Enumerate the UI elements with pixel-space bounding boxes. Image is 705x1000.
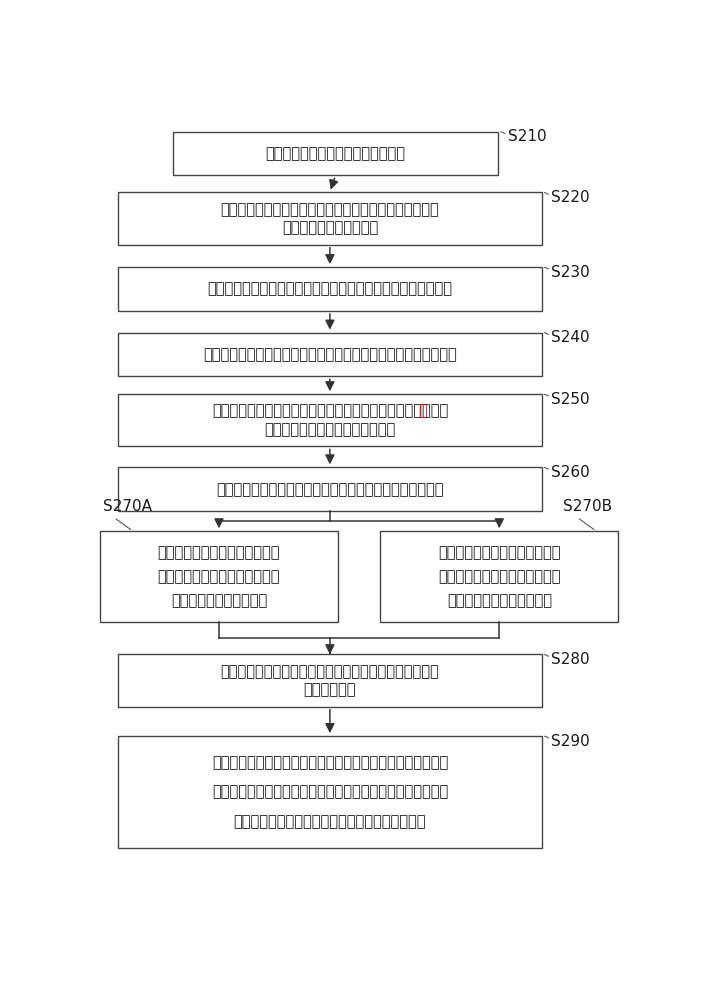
Text: 通过一触控屏幕于所述数字验证界面取得一取得一解锁按压讯号: 通过一触控屏幕于所述数字验证界面取得一取得一解锁按压讯号 — [207, 282, 453, 297]
Text: 于: 于 — [418, 403, 427, 418]
Text: 通过所述触控屏幕于所述数字验证界面取得一验证按压讯号: 通过所述触控屏幕于所述数字验证界面取得一验证按压讯号 — [216, 482, 443, 497]
Bar — [118, 394, 541, 446]
Bar — [100, 531, 338, 622]
Text: S240: S240 — [551, 330, 590, 345]
Text: 透过所述处理模块判断当所述按压压力値、所述按压压力位置: 透过所述处理模块判断当所述按压压力値、所述按压压力位置 — [212, 755, 448, 770]
Text: 按压讯号的一按压压力値: 按压讯号的一按压压力値 — [171, 593, 267, 608]
Bar — [118, 736, 541, 848]
Bar — [118, 654, 541, 707]
Text: S210: S210 — [508, 129, 546, 144]
Text: 模块于所述触控屏幕上解屏并显示一功能应用界面: 模块于所述触控屏幕上解屏并显示一功能应用界面 — [233, 814, 426, 829]
Text: S290: S290 — [551, 734, 590, 749]
Text: S280: S280 — [551, 652, 590, 667]
Text: S250: S250 — [551, 392, 590, 407]
Text: 生物特征信息: 生物特征信息 — [304, 682, 356, 697]
Text: 透过一压力感测模块感测于所述: 透过一压力感测模块感测于所述 — [158, 545, 280, 560]
Bar — [118, 333, 541, 376]
Bar — [118, 467, 541, 511]
Text: 模块显示一数字验证界面: 模块显示一数字验证界面 — [282, 220, 378, 235]
Bar — [118, 267, 541, 311]
Text: 所述触控屏幕显示一数字验证界面: 所述触控屏幕显示一数字验证界面 — [264, 422, 396, 437]
Text: 以及所述生物特征信息同时符合一用户设定値时，由所述处理: 以及所述生物特征信息同时符合一用户设定値时，由所述处理 — [212, 784, 448, 799]
Text: 通过一触控屏幕取得一解锁按压讯号: 通过一触控屏幕取得一解锁按压讯号 — [265, 146, 405, 161]
Text: 数字验证界面中，取得所述验证: 数字验证界面中，取得所述验证 — [158, 569, 280, 584]
Text: S270B: S270B — [563, 499, 613, 514]
Text: S230: S230 — [551, 265, 590, 280]
Text: 透过一压力感测模块感测所述解锁按压讯号，以取得一解锁压力値: 透过一压力感测模块感测所述解锁按压讯号，以取得一解锁压力値 — [203, 347, 457, 362]
Text: 按压讯号的一按压压力位置: 按压讯号的一按压压力位置 — [447, 593, 552, 608]
Text: S270A: S270A — [103, 499, 152, 514]
Text: 通过一生物特征识别模块于所述数字验证界面中，取得一: 通过一生物特征识别模块于所述数字验证界面中，取得一 — [221, 664, 439, 679]
Bar — [381, 531, 618, 622]
Text: 通过一处理模块依据所述解锁按压讯号及所述解锁压力値，于: 通过一处理模块依据所述解锁按压讯号及所述解锁压力値，于 — [212, 403, 448, 418]
Text: 数字验证界面中，取得所述验证: 数字验证界面中，取得所述验证 — [438, 569, 560, 584]
Text: S260: S260 — [551, 465, 590, 480]
Text: 透过一压力感测模块感测所述解锁按压讯号，依据一处理: 透过一压力感测模块感测所述解锁按压讯号，依据一处理 — [221, 202, 439, 217]
Text: S220: S220 — [551, 190, 590, 205]
Text: 通过一位置感测模块感测于所述: 通过一位置感测模块感测于所述 — [438, 545, 560, 560]
Bar — [118, 192, 541, 245]
Bar — [173, 132, 498, 175]
